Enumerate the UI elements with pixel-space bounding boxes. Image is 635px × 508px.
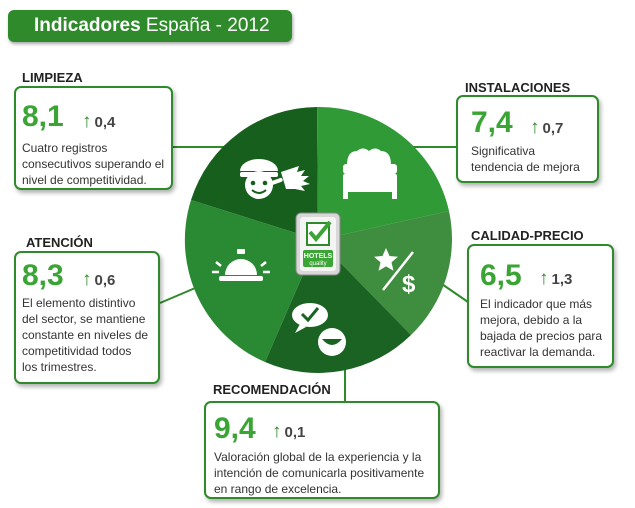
card-recomendacion: 9,4 ↑ 0,1 Valoración global de la experie… [204,401,440,499]
housekeeper-icon [240,159,310,199]
sector-calidad-precio [318,211,452,335]
star-dollar-icon: $ [374,248,416,298]
desc-calidad-precio: El indicador que más mejora, debido a la… [480,297,603,359]
desc-atencion: El elemento distintivo del sector, se ma… [22,296,149,374]
recommendation-icon [292,303,346,356]
label-recomendacion: RECOMENDACIÓN [213,382,331,397]
label-calidad-precio: CALIDAD-PRECIO [471,228,584,243]
card-calidad-precio: 6,5 ↑ 1,3 El indicador que más mejora, de… [467,244,614,368]
hotels-quality-logo: HOTELS quality [295,212,341,276]
sector-recomendacion [265,240,411,373]
delta-limpieza: ↑ 0,4 [82,111,116,132]
delta-calidad-precio: ↑ 1,3 [539,268,573,289]
label-atencion: ATENCIÓN [26,235,93,250]
desc-instalaciones: Significativa tendencia de mejora [471,144,580,174]
label-instalaciones: INSTALACIONES [465,80,571,95]
value-recomendacion: 9,4 [214,412,256,445]
title-bar: Indicadores España - 2012 [8,10,292,42]
svg-text:$: $ [402,271,416,298]
service-bell-icon [212,249,270,281]
delta-instalaciones: ↑ 0,7 [530,117,564,138]
up-arrow-icon: ↑ [530,117,540,138]
logo-line2: quality [309,261,326,267]
up-arrow-icon: ↑ [539,268,549,289]
card-atencion: 8,3 ↑ 0,6 El elemento distintivo del sect… [14,251,160,384]
value-instalaciones: 7,4 [471,106,513,139]
desc-limpieza: Cuatro registros consecutivos superando … [22,141,165,187]
label-limpieza: LIMPIEZA [22,70,83,85]
bed-icon [343,148,397,199]
value-limpieza: 8,1 [22,100,64,133]
page-title: Indicadores España - 2012 [34,15,270,36]
delta-atencion: ↑ 0,6 [82,269,116,290]
desc-recomendacion: Valoración global de la experiencia y la… [214,450,425,496]
value-calidad-precio: 6,5 [480,259,522,292]
up-arrow-icon: ↑ [272,421,282,442]
card-instalaciones: 7,4 ↑ 0,7 Significativa tendencia de mejo… [456,95,599,183]
up-arrow-icon: ↑ [82,111,92,132]
up-arrow-icon: ↑ [82,269,92,290]
value-atencion: 8,3 [22,259,64,292]
delta-recomendacion: ↑ 0,1 [272,421,306,442]
logo-line1: HOTELS [304,253,333,260]
card-limpieza: 8,1 ↑ 0,4 Cuatro registros consecutivos s… [14,86,173,190]
